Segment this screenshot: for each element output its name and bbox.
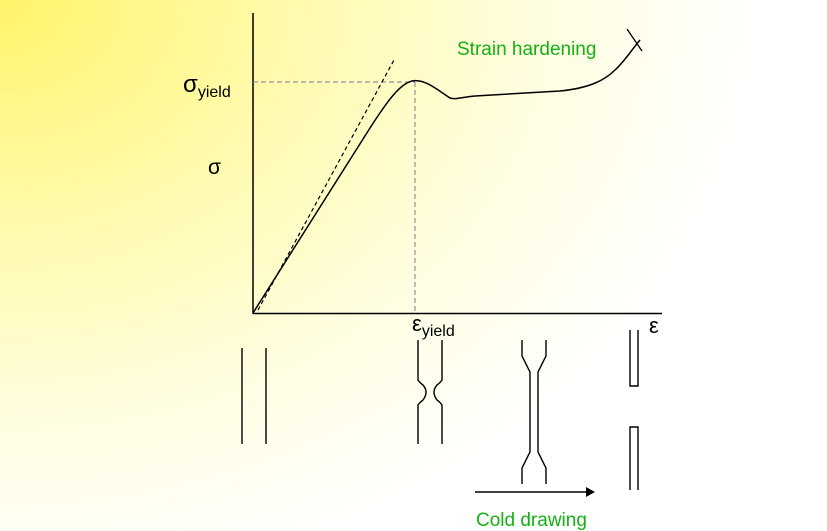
sigma-axis-label: σ (208, 156, 221, 179)
specimen-cold-drawn (521, 340, 547, 484)
epsilon-axis-label: ε (649, 313, 659, 338)
specimen-necking (417, 340, 443, 444)
specimen-fractured (629, 330, 639, 490)
epsilon-yield-label: εyield (412, 311, 455, 340)
cold-drawing-label: Cold drawing (476, 510, 587, 531)
elastic-tangent-line (257, 59, 395, 311)
stress-strain-curve (252, 39, 641, 314)
cold-drawing-arrow (475, 487, 595, 497)
fracture-mark (626, 28, 643, 52)
strain-hardening-label: Strain hardening (457, 39, 596, 60)
sigma-yield-label: σyield (183, 71, 231, 101)
specimen-unstrained (241, 348, 267, 444)
